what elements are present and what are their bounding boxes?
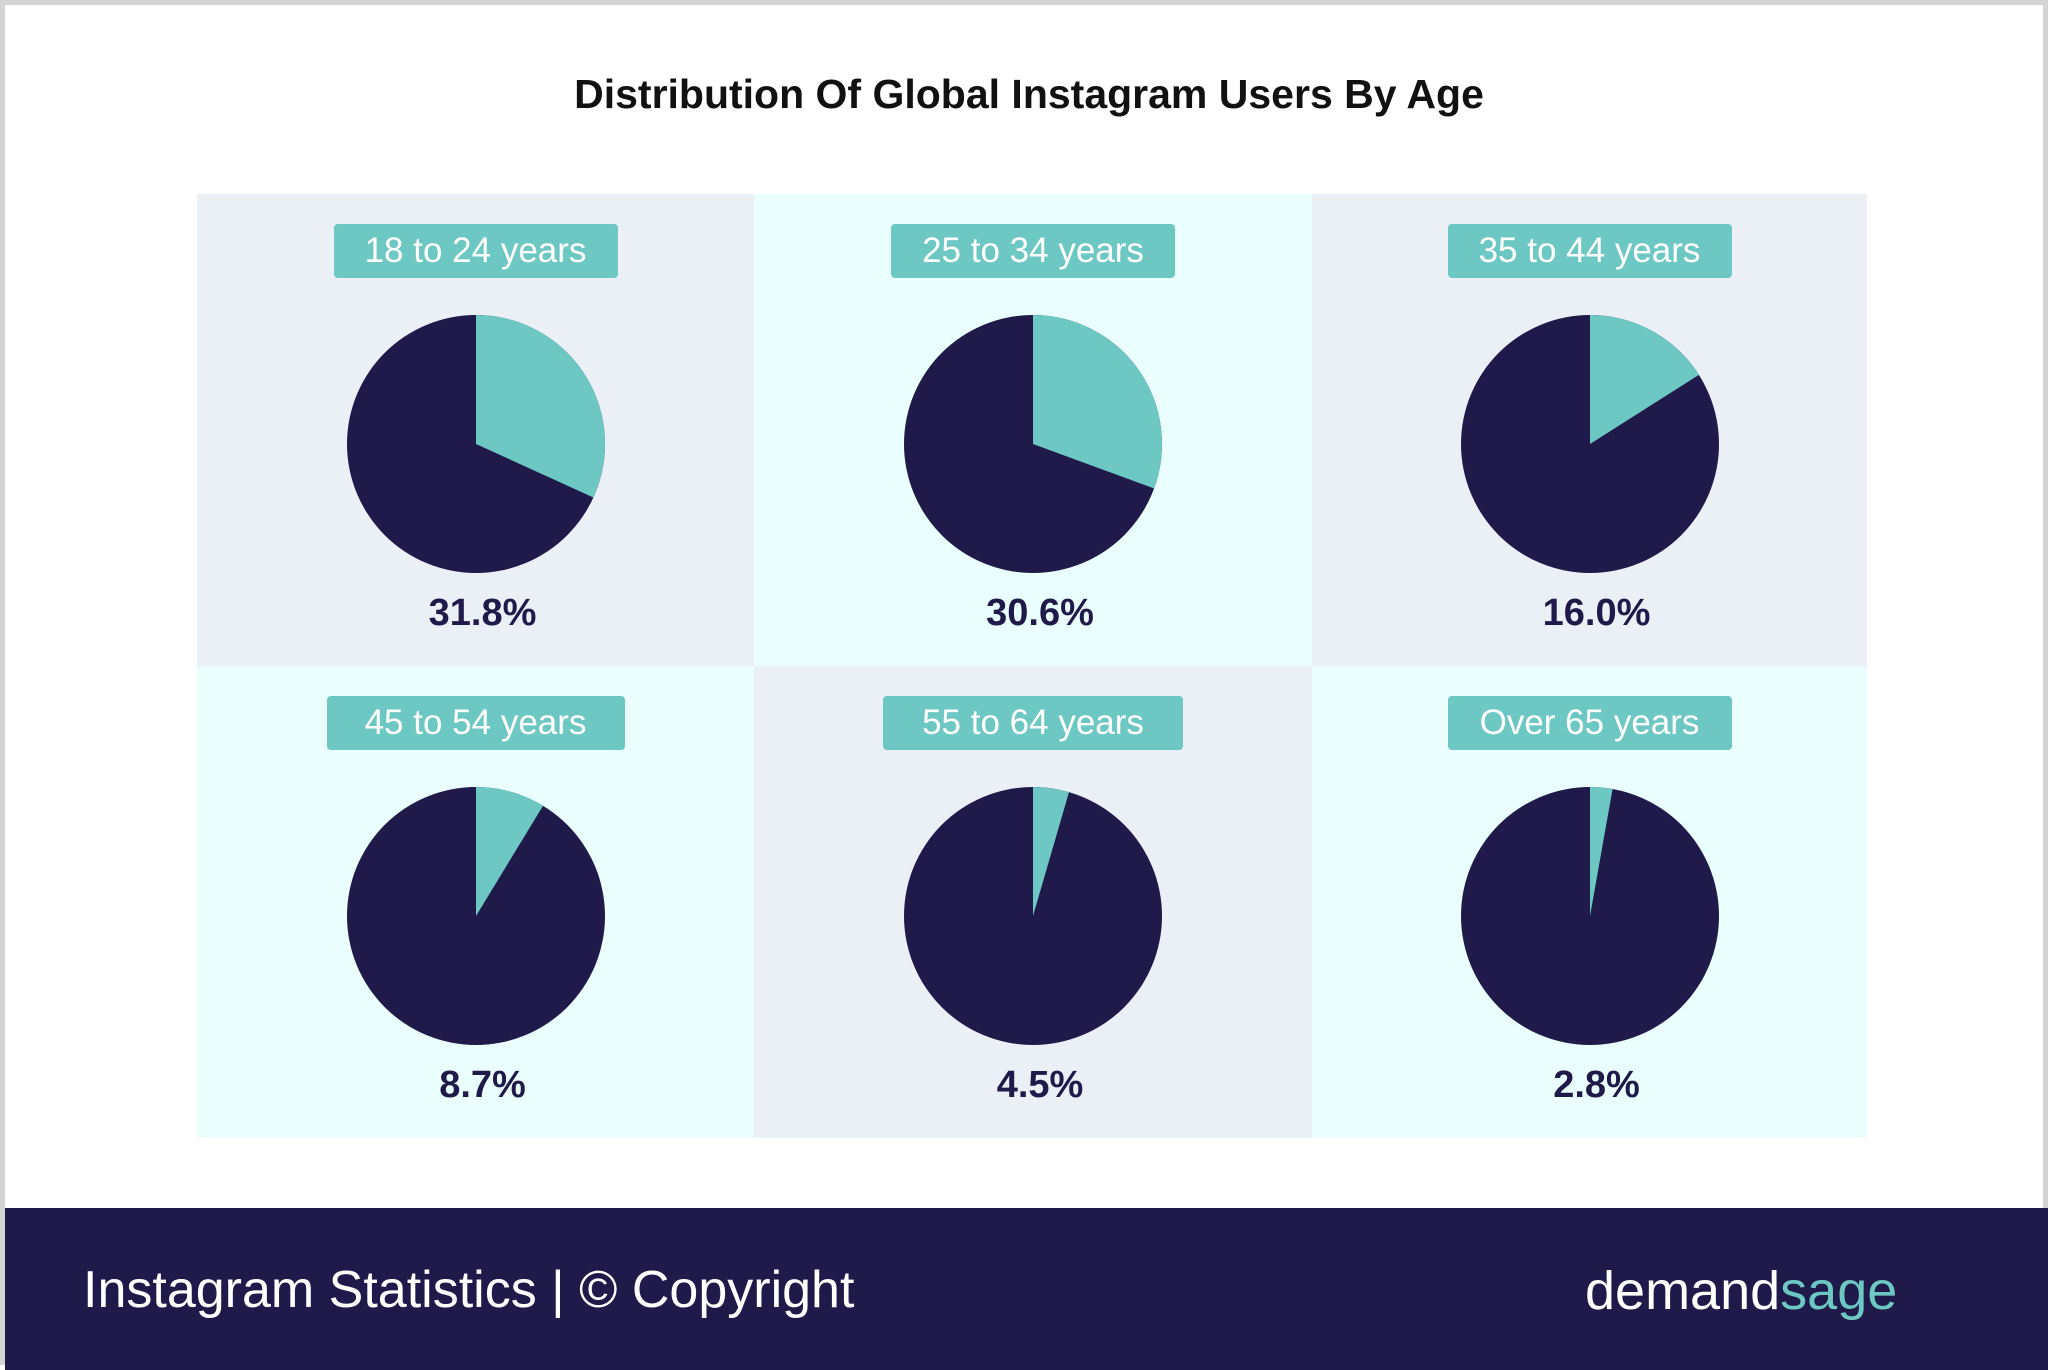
pie-panel: 45 to 54 years 8.7%: [197, 666, 754, 1138]
brand-logo: demandsage: [1585, 1260, 1897, 1322]
pie-slice-value: [1589, 787, 1613, 916]
pie-chart: [904, 787, 1162, 1045]
pie-chart: [346, 315, 605, 573]
pie-panel: 55 to 64 years 4.5%: [754, 666, 1312, 1138]
pie-slice-value: [475, 787, 543, 916]
footer-text: Instagram Statistics | © Copyright: [83, 1261, 855, 1319]
pie-panel: 18 to 24 years 31.8%: [197, 194, 754, 666]
age-group-label: Over 65 years: [1447, 696, 1732, 750]
age-group-label: 55 to 64 years: [883, 696, 1183, 750]
percent-label: 8.7%: [439, 1064, 526, 1106]
age-group-label: 35 to 44 years: [1447, 224, 1732, 278]
percent-label: 31.8%: [428, 592, 537, 634]
pie-panel: Over 65 years 2.8%: [1312, 666, 1867, 1138]
pie-slice-value: [475, 315, 605, 498]
pie-slice-value: [1033, 787, 1069, 916]
brand-part-demand: demand: [1585, 1261, 1781, 1321]
pie-chart: [346, 787, 605, 1045]
pie-slice-value: [1033, 315, 1163, 489]
pie-grid: 18 to 24 years 31.8% 25 to 34 years 30.6% 35…: [197, 194, 1867, 1138]
percent-label: 4.5%: [996, 1064, 1084, 1106]
pie-panel: 25 to 34 years 30.6%: [754, 194, 1312, 666]
pie-slice-value: [1589, 315, 1699, 444]
age-group-label: 18 to 24 years: [333, 224, 618, 278]
pie-chart: [1460, 787, 1719, 1045]
footer-bar: Instagram Statistics | © Copyright deman…: [5, 1208, 2048, 1370]
brand-part-sage: sage: [1780, 1261, 1898, 1321]
percent-label: 16.0%: [1542, 592, 1651, 634]
pie-chart: [904, 315, 1163, 573]
age-group-label: 25 to 34 years: [891, 224, 1175, 278]
percent-label: 30.6%: [986, 592, 1094, 634]
percent-label: 2.8%: [1553, 1064, 1640, 1106]
age-group-label: 45 to 54 years: [326, 696, 625, 750]
pie-chart: [1460, 315, 1719, 573]
chart-title: Distribution Of Global Instagram Users B…: [574, 71, 1484, 117]
pie-panel: 35 to 44 years 16.0%: [1312, 194, 1867, 666]
